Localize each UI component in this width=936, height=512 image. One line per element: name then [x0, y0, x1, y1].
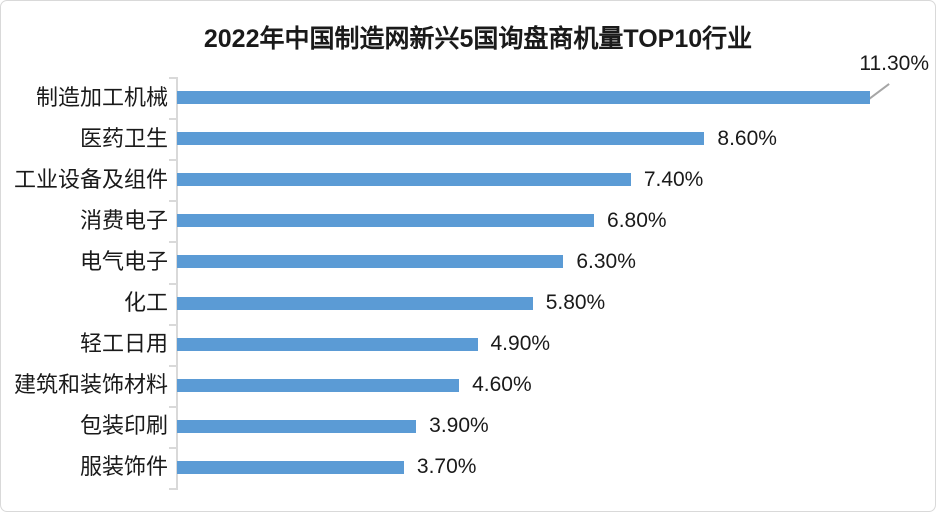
- category-label: 建筑和装饰材料: [13, 372, 168, 398]
- bar: [177, 337, 478, 351]
- category-label: 化工: [123, 290, 168, 316]
- axis-tick: [169, 405, 176, 408]
- value-label: 8.60%: [717, 126, 777, 150]
- category-label: 轻工日用: [79, 331, 168, 357]
- category-axis-line: [176, 77, 178, 490]
- leader-line: [868, 83, 890, 100]
- bar: [177, 132, 705, 146]
- bar: [177, 378, 460, 392]
- chart-title: 2022年中国制造网新兴5国询盘商机量TOP10行业: [203, 25, 753, 53]
- bar: [177, 419, 417, 433]
- value-label: 3.90%: [429, 414, 489, 438]
- axis-tick: [169, 364, 176, 367]
- bar: [177, 255, 564, 269]
- axis-tick: [169, 159, 176, 162]
- category-label: 电气电子: [79, 248, 168, 274]
- value-label: 7.40%: [643, 167, 704, 191]
- axis-tick: [169, 200, 176, 203]
- axis-tick: [169, 77, 176, 79]
- value-label: 6.80%: [607, 208, 667, 232]
- value-label: 6.30%: [576, 249, 636, 273]
- axis-tick: [169, 323, 176, 326]
- axis-tick: [169, 241, 176, 244]
- category-label: 医药卫生: [79, 125, 168, 151]
- category-label: 工业设备及组件: [13, 166, 168, 192]
- category-label: 制造加工机械: [35, 84, 168, 110]
- axis-tick: [169, 488, 176, 490]
- category-label: 服装饰件: [79, 454, 168, 480]
- value-label: 3.70%: [416, 455, 477, 479]
- value-label: 5.80%: [545, 291, 606, 315]
- bar: [177, 296, 533, 310]
- category-label: 消费电子: [79, 207, 168, 233]
- value-label: 4.90%: [490, 332, 551, 356]
- axis-tick: [169, 446, 176, 449]
- bar: [177, 460, 404, 474]
- value-label: 4.60%: [472, 373, 532, 397]
- bar: [177, 214, 595, 228]
- axis-tick: [169, 282, 176, 285]
- bar: [177, 173, 631, 187]
- bar: [177, 91, 870, 105]
- category-label: 包装印刷: [79, 413, 168, 439]
- value-label: 11.30%: [859, 52, 929, 75]
- axis-tick: [169, 118, 176, 121]
